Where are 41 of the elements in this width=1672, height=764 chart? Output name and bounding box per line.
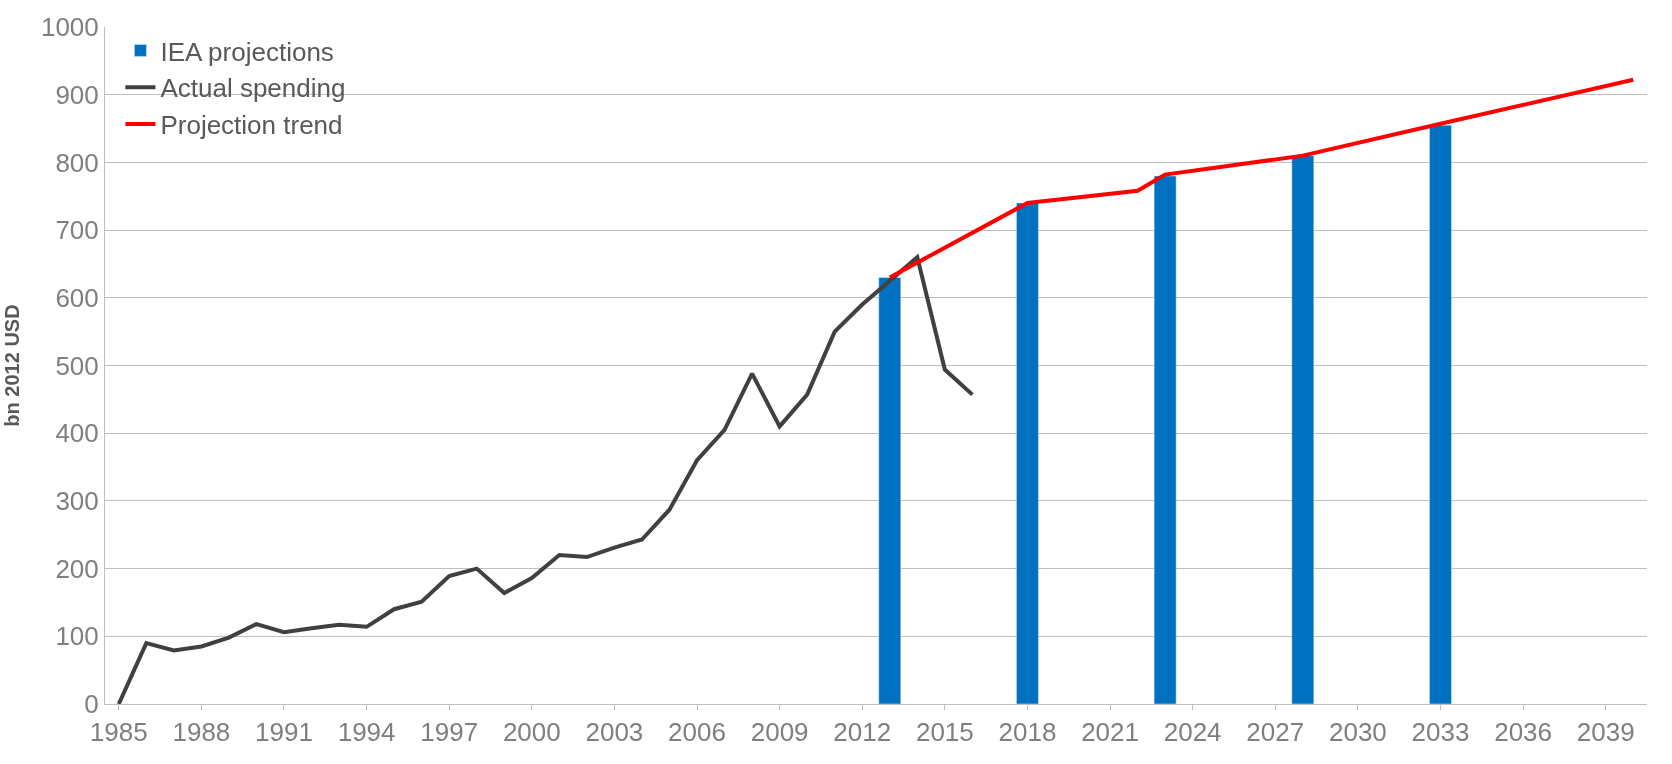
- y-tick-label: 700: [55, 215, 99, 246]
- y-tick-label: 200: [55, 553, 99, 584]
- bar: [878, 277, 902, 704]
- line-series: [116, 255, 975, 704]
- bar: [1016, 202, 1039, 704]
- x-tick-label: 2033: [1411, 717, 1470, 748]
- y-tick-label: 600: [55, 282, 99, 313]
- x-tick-label: 1991: [255, 717, 313, 748]
- legend-label: Actual spending: [160, 73, 346, 104]
- x-tick-label: 2015: [915, 717, 974, 748]
- y-tick-label: 300: [55, 486, 99, 516]
- x-tick-label: 2036: [1494, 717, 1553, 748]
- y-tick-label: 400: [55, 418, 99, 449]
- y-tick-label: 900: [55, 79, 99, 110]
- legend-label: IEA projections: [160, 36, 334, 67]
- y-tick-label: 0: [84, 689, 99, 720]
- bar: [1153, 175, 1177, 704]
- x-tick-label: 1997: [420, 717, 479, 748]
- x-tick-label: 2018: [998, 717, 1057, 748]
- x-tick-label: 2012: [833, 717, 892, 748]
- x-tick-label: 2021: [1081, 717, 1139, 748]
- x-tick-label: 2024: [1163, 717, 1222, 748]
- x-tick-label: 2009: [750, 717, 809, 748]
- legend-label: Projection trend: [160, 110, 343, 141]
- x-tick-label: 2027: [1246, 717, 1305, 748]
- y-tick-label: 800: [55, 147, 99, 178]
- x-tick-label: 2003: [585, 717, 644, 748]
- y-tick-label: 500: [55, 350, 99, 381]
- x-tick-label: 2006: [668, 717, 726, 748]
- line-series: [887, 77, 1636, 280]
- y-tick-label: 100: [55, 621, 99, 652]
- y-tick-label: 1000: [40, 12, 99, 43]
- x-tick-label: 1985: [89, 717, 148, 748]
- x-tick-label: 1988: [172, 717, 231, 748]
- bar: [1291, 155, 1315, 704]
- x-tick-label: 2030: [1328, 717, 1387, 748]
- x-tick-label: 2000: [502, 717, 561, 748]
- x-tick-label: 2039: [1576, 717, 1635, 748]
- bar: [1429, 124, 1452, 704]
- x-tick-label: 1994: [337, 717, 396, 748]
- y-axis-title: bn 2012 USD: [1, 304, 24, 427]
